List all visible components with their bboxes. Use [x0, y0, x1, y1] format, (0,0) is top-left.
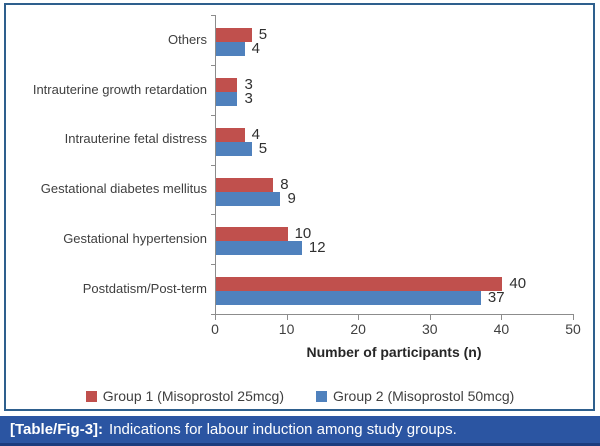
bar [216, 191, 281, 206]
x-axis-tick-label: 50 [565, 321, 581, 337]
bar [216, 141, 252, 156]
x-axis-title: Number of participants (n) [306, 344, 482, 360]
category-label: Intrauterine fetal distress [64, 131, 207, 147]
legend-swatch-group2-icon [316, 390, 327, 402]
bar [216, 177, 274, 192]
y-axis-line [215, 15, 216, 315]
caption-label: [Table/Fig-3]: [10, 421, 104, 438]
y-axis-tick [211, 15, 215, 16]
bar-value-label: 9 [287, 189, 296, 207]
x-axis-tick-label: 30 [422, 321, 438, 337]
y-axis-tick [211, 65, 215, 66]
bar-value-label: 3 [244, 75, 253, 93]
bar [216, 77, 238, 92]
y-axis-tick [211, 264, 215, 265]
bar-value-label: 12 [308, 239, 326, 257]
bar-value-label: 40 [509, 275, 527, 293]
x-axis-tick [573, 315, 574, 320]
bar [216, 91, 238, 106]
y-axis-tick [211, 214, 215, 215]
bar-value-label: 8 [280, 175, 289, 193]
legend-item-group1: Group 1 (Misoprostol 25mcg) [85, 388, 284, 404]
bar-value-label: 37 [487, 289, 505, 307]
category-label: Gestational hypertension [63, 231, 207, 247]
y-axis-tick [211, 165, 215, 166]
figure-caption-bar: [Table/Fig-3]: Indications for labour in… [0, 416, 600, 446]
x-axis-tick-label: 40 [493, 321, 510, 337]
category-label: Intrauterine growth retardation [32, 81, 207, 97]
bar [216, 241, 302, 256]
x-axis-line [215, 314, 574, 315]
x-axis-tick [501, 315, 503, 320]
legend-label-group2: Group 2 (Misoprostol 50mcg) [333, 388, 515, 404]
x-axis-tick [429, 315, 431, 320]
bar [216, 277, 503, 292]
x-axis-tick [215, 315, 216, 320]
category-label: Postdatism/Post-term [82, 280, 207, 296]
x-axis-tick [358, 315, 360, 320]
x-axis-tick-label: 20 [350, 321, 366, 337]
bar-value-label: 4 [251, 125, 260, 143]
legend-swatch-group1-icon [85, 390, 97, 402]
y-axis-tick [211, 314, 215, 315]
bar-value-label: 5 [258, 26, 268, 43]
category-label: Others [167, 31, 207, 47]
caption-text: Indications for labour induction among s… [109, 421, 457, 438]
bar-value-label: 5 [258, 139, 268, 157]
bar-value-label: 3 [244, 89, 253, 107]
x-axis-tick-label: 0 [211, 321, 219, 337]
x-axis-tick [286, 315, 288, 320]
legend-label-group1: Group 1 (Misoprostol 25mcg) [102, 388, 284, 404]
bar [216, 291, 481, 306]
bar-value-label: 10 [294, 225, 312, 243]
x-axis-tick-label: 10 [278, 321, 295, 337]
bar [216, 227, 288, 242]
legend: Group 1 (Misoprostol 25mcg) Group 2 (Mis… [0, 388, 600, 404]
bar-value-label: 4 [251, 40, 260, 57]
bar [216, 127, 245, 142]
chart-frame-border [4, 3, 595, 411]
category-label: Gestational diabetes mellitus [40, 181, 207, 197]
y-axis-tick [211, 115, 215, 116]
bar [216, 28, 252, 42]
bar [216, 42, 245, 56]
legend-item-group2: Group 2 (Misoprostol 50mcg) [316, 388, 514, 404]
